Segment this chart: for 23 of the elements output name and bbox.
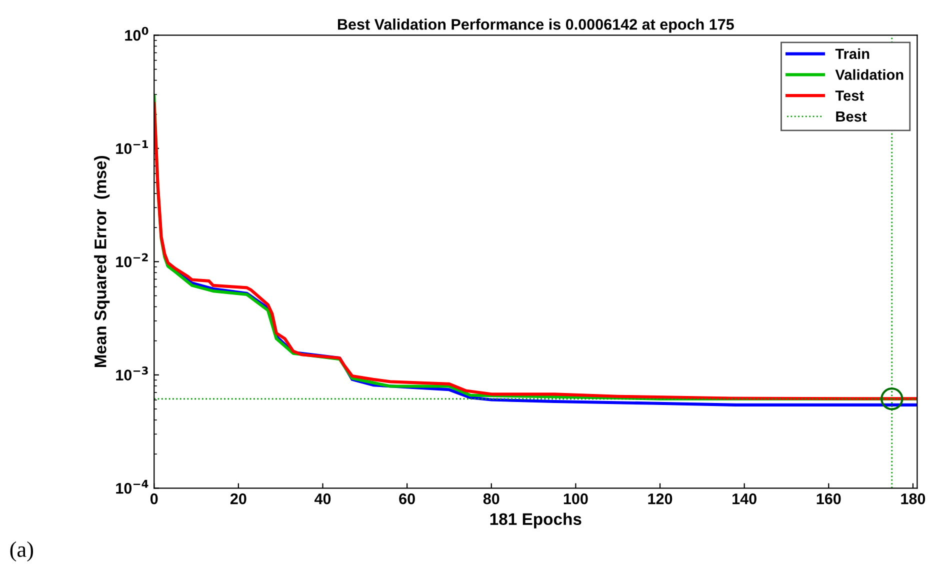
y-tick-label: 10$^{−2}$: [116, 253, 148, 268]
x-tick-label: 100: [564, 493, 588, 504]
y-tick-label: 10$^{0}$: [125, 26, 148, 41]
x-tick-label: 60: [399, 493, 415, 504]
text: (a): [10, 541, 34, 562]
x-tick-label: 20: [230, 493, 246, 504]
legend-label: Validation: [835, 69, 904, 80]
x-tick-label: 120: [648, 493, 672, 504]
x-tick-label: 180: [901, 493, 926, 504]
x-tick-label: 160: [816, 493, 841, 504]
y-tick-label: 10$^{−4}$: [116, 480, 148, 494]
x-tick-label: 40: [314, 493, 331, 504]
x-tick-label: 140: [732, 493, 756, 504]
legend-label: Test: [835, 90, 864, 101]
x-axis-title: 181 Epochs: [490, 512, 582, 528]
chart-title: Best Validation Performance is 0.0006142 at epoch 175: [338, 18, 734, 33]
legend-label: Train: [835, 48, 870, 60]
y-axis-title: Mean Squared Error (mse): [94, 156, 110, 368]
x-tick-label: 0: [150, 493, 158, 504]
x-tick-label: 80: [483, 493, 500, 504]
y-tick-label: 10$^{−1}$: [116, 140, 148, 154]
y-tick-label: 10$^{−3}$: [116, 366, 148, 380]
ref-line-label: Best: [836, 112, 867, 122]
